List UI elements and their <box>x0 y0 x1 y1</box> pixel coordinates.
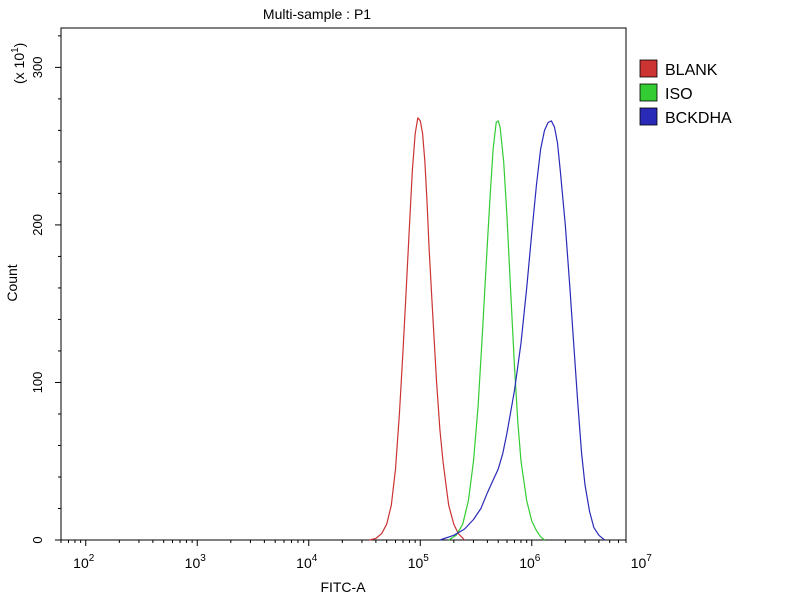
x-tick-label: 107 <box>631 553 653 571</box>
chart-title: Multi-sample : P1 <box>263 6 371 22</box>
y-tick-label: 100 <box>30 372 45 394</box>
legend-swatch-bckdha <box>639 107 658 126</box>
y-axis-label: Count <box>4 264 20 301</box>
series-line-bckdha <box>439 120 605 541</box>
y-multiplier-label: (x 10 <box>11 53 27 84</box>
x-tick-label: 103 <box>185 553 207 571</box>
legend-swatch-blank <box>639 59 658 78</box>
plot-frame <box>60 27 627 541</box>
x-axis: 102 103 104 105 106 107 <box>60 540 653 571</box>
legend: BLANK ISO BCKDHA <box>639 59 732 127</box>
svg-text:(x 101): (x 101) <box>10 43 27 84</box>
svg-text:0: 0 <box>30 536 45 543</box>
x-tick-label: 104 <box>296 553 318 571</box>
y-multiplier-exp: 1 <box>10 47 21 53</box>
svg-text:300: 300 <box>30 57 45 79</box>
x-axis-label: FITC-A <box>320 579 366 595</box>
svg-text:200: 200 <box>30 214 45 236</box>
legend-label-blank: BLANK <box>665 62 718 79</box>
y-multiplier-close: ) <box>11 43 27 48</box>
svg-text:100: 100 <box>30 372 45 394</box>
x-tick-label: 105 <box>408 553 430 571</box>
y-tick-label: 300 <box>30 57 45 79</box>
x-tick-label: 102 <box>73 553 95 571</box>
legend-label-bckdha: BCKDHA <box>665 110 732 127</box>
legend-label-iso: ISO <box>665 86 693 103</box>
series-layer <box>369 117 605 541</box>
y-tick-label: 0 <box>30 536 45 543</box>
legend-swatch-iso <box>639 83 658 102</box>
y-tick-label: 200 <box>30 214 45 236</box>
y-axis: 0 100 200 300 <box>30 35 61 544</box>
y-axis-multiplier: (x 101) <box>10 43 27 84</box>
series-line-blank <box>369 117 466 541</box>
series-line-iso <box>448 120 545 541</box>
x-tick-label: 106 <box>519 553 541 571</box>
